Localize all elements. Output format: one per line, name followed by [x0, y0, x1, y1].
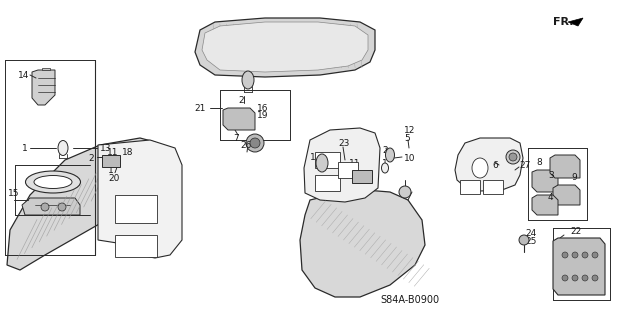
Circle shape [41, 203, 49, 211]
Text: 18: 18 [122, 148, 133, 156]
Text: 11: 11 [349, 158, 361, 167]
Text: 2: 2 [382, 146, 388, 155]
Text: 10: 10 [404, 154, 416, 163]
Text: 12: 12 [404, 125, 416, 134]
FancyBboxPatch shape [460, 180, 480, 194]
Polygon shape [98, 140, 182, 258]
Polygon shape [7, 138, 160, 270]
Polygon shape [102, 155, 120, 167]
Text: 21: 21 [194, 103, 206, 113]
FancyBboxPatch shape [115, 195, 157, 223]
Polygon shape [202, 22, 368, 72]
Circle shape [562, 252, 568, 258]
Circle shape [399, 186, 411, 198]
Text: 19: 19 [257, 110, 269, 119]
Circle shape [592, 252, 598, 258]
Text: 14: 14 [18, 70, 29, 79]
Text: 9: 9 [571, 172, 577, 181]
Ellipse shape [381, 163, 389, 173]
Circle shape [592, 275, 598, 281]
Text: 24: 24 [525, 228, 536, 237]
Text: 8: 8 [536, 157, 542, 166]
Polygon shape [532, 195, 558, 215]
Circle shape [572, 252, 578, 258]
Polygon shape [553, 238, 605, 295]
Ellipse shape [316, 154, 328, 172]
Ellipse shape [386, 148, 394, 162]
Polygon shape [532, 170, 558, 192]
Polygon shape [553, 185, 580, 205]
Text: 23: 23 [338, 139, 350, 148]
Text: 4: 4 [548, 194, 554, 203]
FancyBboxPatch shape [483, 180, 503, 194]
Text: 22: 22 [570, 228, 581, 236]
Polygon shape [550, 155, 580, 178]
Text: 25: 25 [525, 236, 536, 245]
Text: 3: 3 [548, 171, 554, 180]
Polygon shape [304, 128, 380, 202]
Polygon shape [455, 138, 523, 191]
Text: 16: 16 [257, 103, 269, 113]
Circle shape [562, 275, 568, 281]
FancyBboxPatch shape [315, 152, 340, 168]
Text: 5: 5 [404, 133, 410, 142]
Text: 17: 17 [108, 165, 120, 174]
Text: 18: 18 [310, 153, 321, 162]
Polygon shape [42, 68, 50, 70]
Polygon shape [22, 198, 80, 215]
Text: 7: 7 [233, 133, 239, 142]
Circle shape [250, 138, 260, 148]
Ellipse shape [242, 71, 254, 89]
Text: FR.: FR. [553, 17, 574, 27]
Polygon shape [300, 190, 425, 297]
FancyBboxPatch shape [115, 235, 157, 257]
Text: 1: 1 [22, 143, 28, 153]
FancyBboxPatch shape [315, 175, 340, 191]
Polygon shape [223, 108, 255, 130]
Polygon shape [195, 18, 375, 77]
Circle shape [519, 235, 529, 245]
Circle shape [506, 150, 520, 164]
Circle shape [572, 275, 578, 281]
Text: 11: 11 [107, 148, 118, 156]
Circle shape [58, 203, 66, 211]
Text: 27: 27 [519, 161, 530, 170]
Text: 13: 13 [100, 143, 112, 153]
Circle shape [582, 275, 588, 281]
Circle shape [582, 252, 588, 258]
Polygon shape [32, 70, 55, 105]
Circle shape [246, 134, 264, 152]
Circle shape [509, 153, 517, 161]
Text: 2: 2 [88, 154, 93, 163]
Ellipse shape [58, 140, 68, 156]
FancyBboxPatch shape [338, 162, 358, 178]
Text: 1: 1 [382, 158, 388, 167]
Text: 2: 2 [238, 95, 244, 105]
Polygon shape [568, 18, 583, 26]
Text: 15: 15 [8, 188, 19, 197]
Ellipse shape [472, 158, 488, 178]
Text: 20: 20 [108, 173, 120, 182]
Ellipse shape [34, 175, 72, 188]
Ellipse shape [26, 171, 80, 193]
Text: 6: 6 [492, 161, 498, 170]
Text: S84A-B0900: S84A-B0900 [381, 295, 440, 305]
Polygon shape [352, 170, 372, 183]
Text: 26: 26 [240, 140, 251, 149]
